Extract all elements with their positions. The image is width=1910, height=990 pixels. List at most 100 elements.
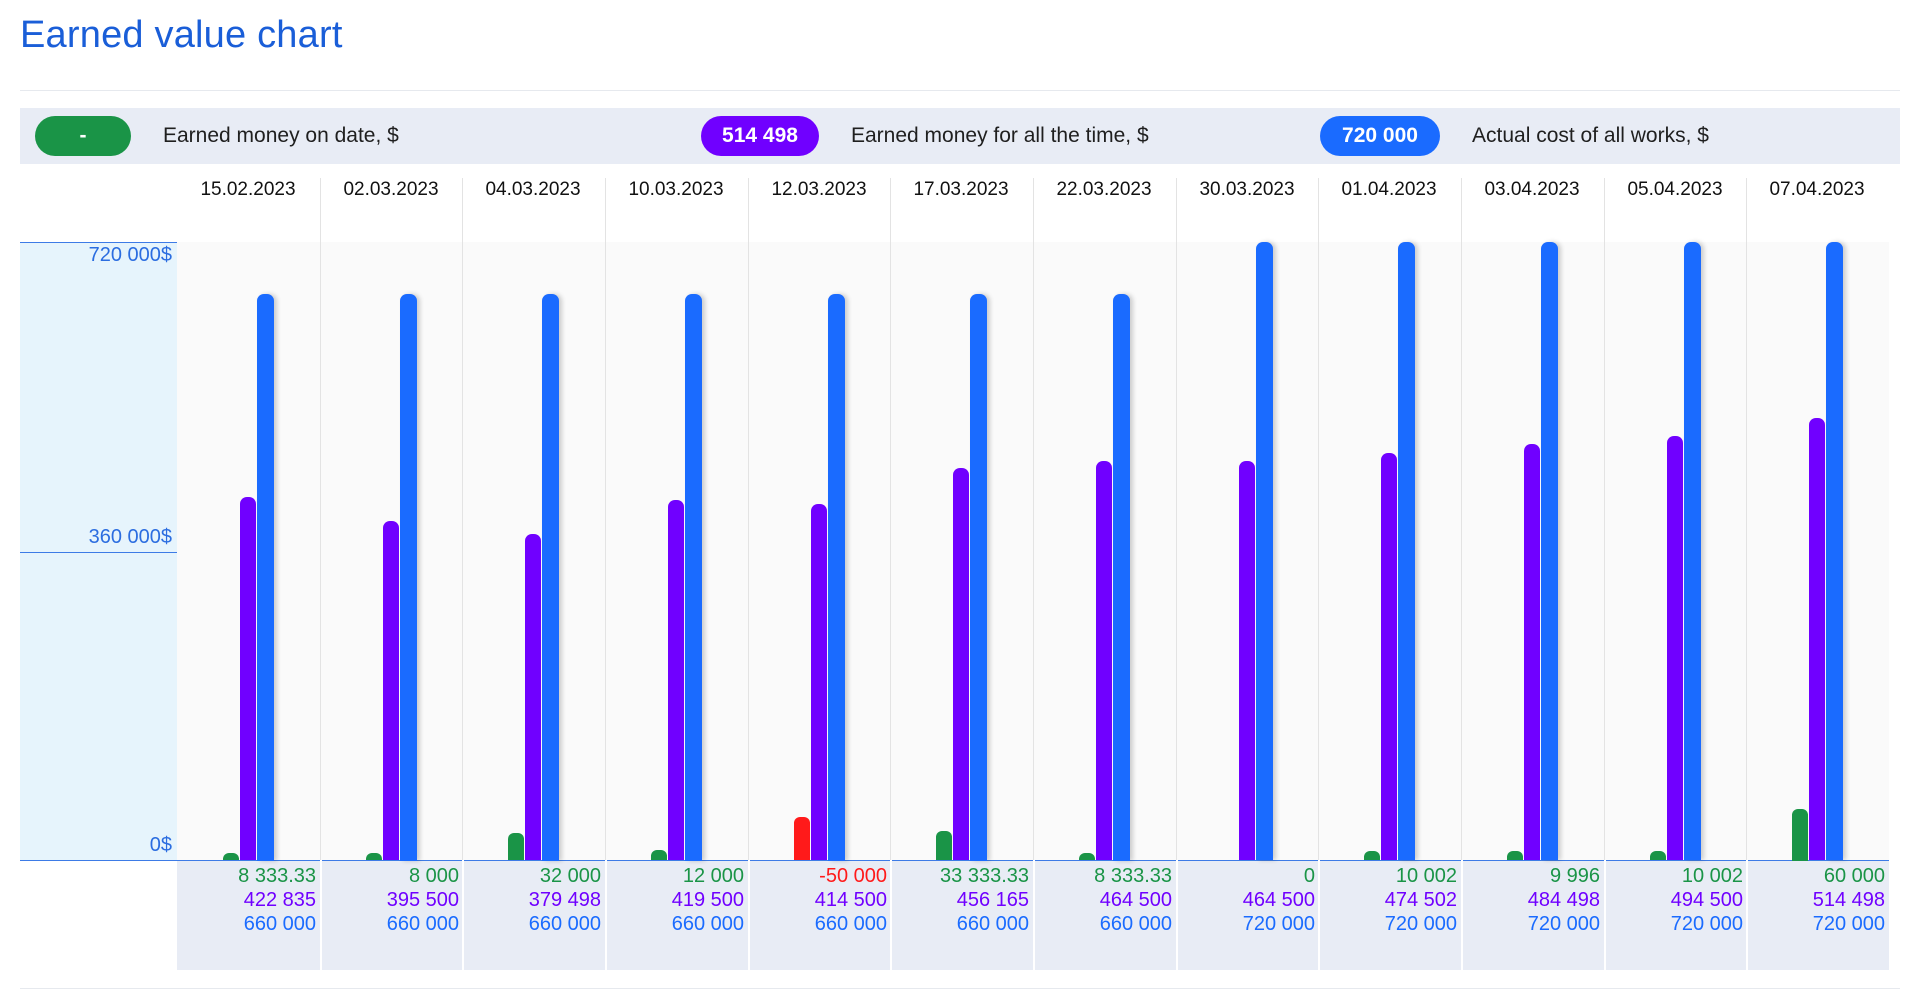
date-label: 07.04.2023 xyxy=(1769,179,1865,200)
y-axis-panel xyxy=(20,242,177,860)
bottom-divider xyxy=(20,988,1900,989)
actual-cost-bar xyxy=(542,294,559,861)
column-divider xyxy=(462,178,463,860)
actual-cost-value: 660 000 xyxy=(386,913,459,935)
earned-all-time-bar xyxy=(1239,461,1255,860)
column-divider xyxy=(320,178,321,860)
earned-all-time-value: 395 500 xyxy=(386,889,459,911)
earned-on-date-bar xyxy=(651,850,667,860)
earned-all-time-value: 464 500 xyxy=(1099,889,1172,911)
actual-cost-bar xyxy=(828,294,845,861)
column-divider xyxy=(1604,178,1605,860)
date-label: 05.04.2023 xyxy=(1627,179,1723,200)
earned-all-time-value: 422 835 xyxy=(243,889,316,911)
actual-cost-value: 660 000 xyxy=(1099,913,1172,935)
earned-all-time-value: 414 500 xyxy=(814,889,887,911)
earned-all-time-bar xyxy=(1524,444,1540,860)
earned-all-time-value: 464 500 xyxy=(1242,889,1315,911)
y-gridline-mid xyxy=(20,552,177,553)
earned-on-date-value: 10 002 xyxy=(1681,865,1743,887)
date-label: 22.03.2023 xyxy=(1056,179,1152,200)
actual-cost-value: 660 000 xyxy=(671,913,744,935)
actual-cost-value: 660 000 xyxy=(814,913,887,935)
actual-cost-bar xyxy=(400,294,417,861)
earned-on-date-badge: - xyxy=(35,116,131,156)
footer-divider xyxy=(1176,860,1178,970)
actual-cost-value: 660 000 xyxy=(243,913,316,935)
earned-all-time-value: 484 498 xyxy=(1527,889,1600,911)
earned-all-time-bar xyxy=(525,534,541,860)
footer-divider xyxy=(1604,860,1606,970)
page-title: Earned value chart xyxy=(20,14,343,56)
earned-all-time-bar xyxy=(240,497,256,860)
column-divider xyxy=(748,178,749,860)
earned-all-time-bar xyxy=(811,504,827,860)
earned-on-date-bar xyxy=(1507,851,1523,860)
earned-all-time-value: 494 500 xyxy=(1670,889,1743,911)
footer-divider xyxy=(890,860,892,970)
date-label: 01.04.2023 xyxy=(1341,179,1437,200)
footer-divider xyxy=(1318,860,1320,970)
date-label: 15.02.2023 xyxy=(200,179,296,200)
actual-cost-label: Actual cost of all works, $ xyxy=(1472,124,1709,147)
earned-on-date-value: 12 000 xyxy=(682,865,744,887)
earned-all-time-bar xyxy=(1809,418,1825,860)
actual-cost-value: 660 000 xyxy=(528,913,601,935)
y-tick-label-max: 720 000$ xyxy=(88,244,172,266)
earned-on-date-label: Earned money on date, $ xyxy=(163,124,399,147)
column-divider xyxy=(890,178,891,860)
date-label: 17.03.2023 xyxy=(913,179,1009,200)
earned-on-date-value: 0 xyxy=(1303,865,1315,887)
actual-cost-bar xyxy=(257,294,274,861)
earned-all-time-bar xyxy=(668,500,684,860)
earned-all-time-value: 514 498 xyxy=(1812,889,1885,911)
actual-cost-bar xyxy=(1113,294,1130,861)
footer-divider xyxy=(605,860,607,970)
earned-all-time-value: 419 500 xyxy=(671,889,744,911)
actual-cost-value: 720 000 xyxy=(1384,913,1457,935)
actual-cost-bar xyxy=(1398,242,1415,860)
actual-cost-value: 720 000 xyxy=(1242,913,1315,935)
actual-cost-bar xyxy=(1826,242,1843,860)
earned-on-date-value: 8 333.33 xyxy=(1094,865,1172,887)
date-label: 04.03.2023 xyxy=(485,179,581,200)
earned-on-date-bar xyxy=(223,853,239,860)
date-label: 10.03.2023 xyxy=(628,179,724,200)
date-label: 03.04.2023 xyxy=(1484,179,1580,200)
column-divider xyxy=(1033,178,1034,860)
footer-divider xyxy=(320,860,322,970)
y-tick-label-mid: 360 000$ xyxy=(88,526,172,548)
y-gridline-max xyxy=(20,242,177,243)
earned-on-date-bar xyxy=(1079,853,1095,860)
actual-cost-badge: 720 000 xyxy=(1320,116,1440,156)
earned-all-time-badge: 514 498 xyxy=(701,116,819,156)
earned-on-date-value: 32 000 xyxy=(539,865,601,887)
date-label: 30.03.2023 xyxy=(1199,179,1295,200)
earned-on-date-bar xyxy=(1792,809,1808,861)
earned-all-time-bar xyxy=(1381,453,1397,860)
column-divider xyxy=(1461,178,1462,860)
actual-cost-value: 660 000 xyxy=(956,913,1029,935)
earned-on-date-value: 60 000 xyxy=(1823,865,1885,887)
earned-on-date-bar xyxy=(1364,851,1380,860)
actual-cost-bar xyxy=(1541,242,1558,860)
actual-cost-bar xyxy=(970,294,987,861)
chart-legend: - Earned money on date, $ 514 498 Earned… xyxy=(20,108,1900,164)
earned-on-date-bar xyxy=(366,853,382,860)
actual-cost-bar xyxy=(1684,242,1701,860)
earned-all-time-label: Earned money for all the time, $ xyxy=(851,124,1149,147)
column-divider xyxy=(1746,178,1747,860)
earned-on-date-value: 33 333.33 xyxy=(940,865,1029,887)
actual-cost-value: 720 000 xyxy=(1527,913,1600,935)
y-tick-label-zero: 0$ xyxy=(149,834,172,856)
actual-cost-value: 720 000 xyxy=(1670,913,1743,935)
earned-all-time-value: 379 498 xyxy=(528,889,601,911)
earned-all-time-value: 456 165 xyxy=(956,889,1029,911)
x-axis-line xyxy=(20,860,1889,861)
column-divider xyxy=(1318,178,1319,860)
earned-on-date-bar-negative xyxy=(794,817,810,860)
earned-all-time-bar xyxy=(1667,436,1683,860)
earned-on-date-value: 10 002 xyxy=(1395,865,1457,887)
date-label: 12.03.2023 xyxy=(771,179,867,200)
earned-on-date-value: 8 000 xyxy=(408,865,459,887)
